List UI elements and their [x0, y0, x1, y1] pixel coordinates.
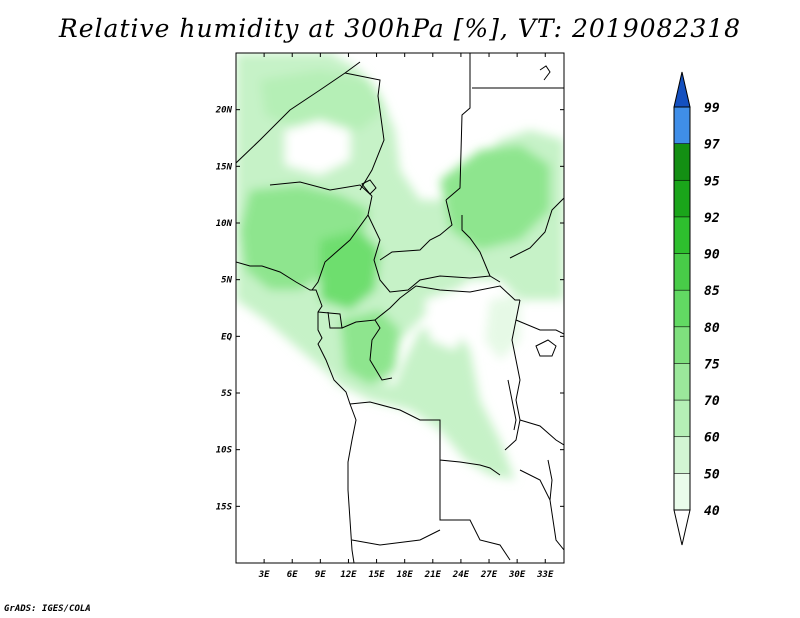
colorbar-label: 85 [704, 284, 720, 299]
border-sudan-south [461, 215, 491, 277]
lon-tick-label: 15E [368, 570, 385, 580]
lon-tick-label: 12E [340, 570, 357, 580]
latitude-axis: 20N 15N 10N 5N EQ 5S 10S 15S [215, 106, 564, 512]
colorbar-arrow-high [673, 71, 691, 108]
lake-malawi [547, 459, 553, 501]
lon-tick-label: 21E [424, 570, 442, 580]
humidity-gap-1 [285, 120, 350, 175]
lon-tick-label: 3E [258, 570, 270, 580]
colorbar-bin [674, 326, 690, 364]
colorbar-label: 40 [704, 504, 720, 519]
colorbar-label: 97 [704, 138, 720, 153]
longitude-axis: 3E 6E 9E 12E 15E 18E 21E 24E 27E 30E 33E [258, 53, 554, 580]
border-nigeria-east [311, 195, 373, 291]
border-chad-car [367, 214, 501, 293]
lat-tick-label: 5S [221, 389, 232, 399]
colorbar-bin [674, 436, 690, 474]
border-sahara-3 [445, 53, 471, 201]
colorbar-label: 50 [704, 467, 720, 482]
colorbar-bin [674, 216, 690, 254]
lat-tick-label: 15S [216, 502, 233, 512]
humidity-core-west [240, 185, 370, 290]
humidity-core-north [260, 70, 385, 130]
grads-credit: GrADS: IGES/COLA [4, 604, 91, 614]
chart-title: Relative humidity at 300hPa [%], VT: 201… [58, 14, 742, 43]
lat-tick-label: 20N [215, 106, 233, 116]
border-chad-sudan [379, 199, 453, 261]
colorbar-label: 95 [704, 174, 720, 189]
colorbar-bin [674, 473, 690, 510]
lon-tick-label: 30E [508, 570, 526, 580]
colorbar-bin [674, 180, 690, 217]
humidity-gap-3 [485, 295, 520, 360]
lon-tick-label: 6E [287, 570, 298, 580]
border-nigeria-north [269, 181, 373, 197]
lake-victoria [535, 339, 557, 357]
lat-tick-label: EQ [221, 332, 232, 342]
lat-tick-label: 10N [216, 219, 233, 229]
lat-tick-label: 5N [221, 276, 232, 286]
colorbar-bin [674, 253, 690, 291]
humidity-field [236, 53, 564, 563]
colorbar-bin [674, 143, 690, 181]
lon-tick-label: 9E [315, 570, 326, 580]
colorbar-bin [674, 363, 690, 401]
lon-tick-label: 24E [452, 570, 470, 580]
lat-tick-label: 10S [216, 446, 233, 456]
humidity-gap-2 [425, 290, 470, 350]
colorbar: 40 50 60 70 75 80 85 90 92 95 97 99 [673, 71, 720, 546]
border-drc-east [504, 299, 521, 451]
colorbar-label: 70 [704, 394, 720, 409]
colorbar-label: 92 [704, 211, 720, 226]
colorbar-bin [674, 290, 690, 327]
border-angola-zambia [439, 460, 511, 561]
lon-tick-label: 27E [480, 570, 498, 580]
border-east-africa [515, 319, 564, 335]
lon-tick-label: 18E [397, 570, 414, 580]
border-drc-car [374, 285, 520, 321]
border-ethiopia [509, 197, 564, 259]
map-frame [235, 52, 565, 564]
border-drc-angola [349, 401, 501, 476]
country-borders [236, 53, 564, 563]
colorbar-label: 60 [704, 431, 720, 446]
lake-chad [361, 179, 377, 195]
colorbar-label: 99 [704, 101, 720, 116]
border-sahara-1 [236, 61, 361, 164]
colorbar-label: 75 [704, 357, 720, 372]
border-congo-drc [341, 319, 393, 381]
colorbar-label: 80 [704, 321, 720, 336]
border-angola-namibia [351, 529, 441, 546]
lat-tick-label: 15N [216, 162, 233, 172]
border-sahara-2 [344, 72, 385, 191]
colorbar-label: 90 [704, 248, 720, 263]
colorbar-arrow-low [673, 509, 691, 546]
colorbar-bin [674, 107, 690, 144]
humidity-region-south [330, 320, 515, 480]
humidity-core-congo [340, 310, 400, 385]
colorbar-bin [674, 400, 690, 437]
lon-tick-label: 33E [536, 570, 554, 580]
humidity-core-east [440, 145, 550, 250]
lake-tanganyika [507, 379, 517, 431]
border-tanzania [519, 419, 564, 446]
coastline-west-africa [236, 261, 357, 563]
red-sea-coast [539, 65, 551, 81]
humidity-core-central [320, 230, 380, 310]
